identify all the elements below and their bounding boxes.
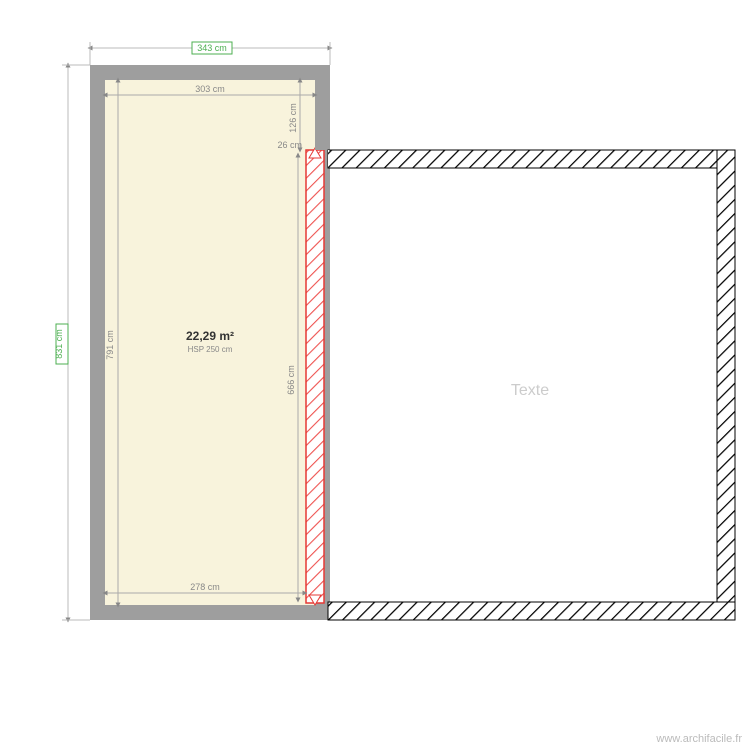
dim-inner-right-2: 26 cm [277, 140, 302, 150]
svg-text:343 cm: 343 cm [197, 43, 227, 53]
svg-text:791 cm: 791 cm [105, 330, 115, 360]
red-strip [306, 148, 324, 605]
svg-text:126 cm: 126 cm [288, 103, 298, 133]
svg-text:303 cm: 303 cm [195, 84, 225, 94]
dim-outer-left: 831 cm [54, 65, 90, 620]
room-hsp-label: HSP 250 cm [188, 345, 233, 354]
svg-text:26 cm: 26 cm [277, 140, 302, 150]
room-area-label: 22,29 m² [186, 329, 234, 343]
svg-text:278 cm: 278 cm [190, 582, 220, 592]
watermark: www.archifacile.fr [655, 733, 742, 745]
svg-text:666 cm: 666 cm [286, 365, 296, 395]
floorplan-canvas: Texte 343 cm 831 cm 303 cm 791 cm 278 cm… [0, 0, 750, 750]
attached-placeholder[interactable]: Texte [511, 382, 549, 399]
svg-text:831 cm: 831 cm [54, 329, 64, 359]
wall-stub-top [315, 80, 330, 150]
dim-outer-top: 343 cm [90, 42, 330, 65]
